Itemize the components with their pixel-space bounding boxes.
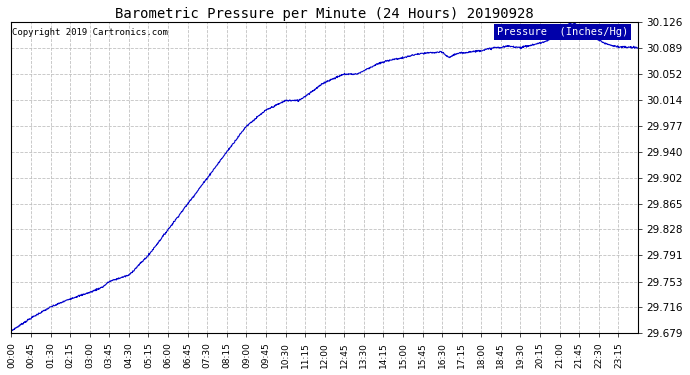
Title: Barometric Pressure per Minute (24 Hours) 20190928: Barometric Pressure per Minute (24 Hours… xyxy=(115,7,534,21)
Text: Copyright 2019 Cartronics.com: Copyright 2019 Cartronics.com xyxy=(12,28,168,38)
Text: Pressure  (Inches/Hg): Pressure (Inches/Hg) xyxy=(497,27,628,37)
